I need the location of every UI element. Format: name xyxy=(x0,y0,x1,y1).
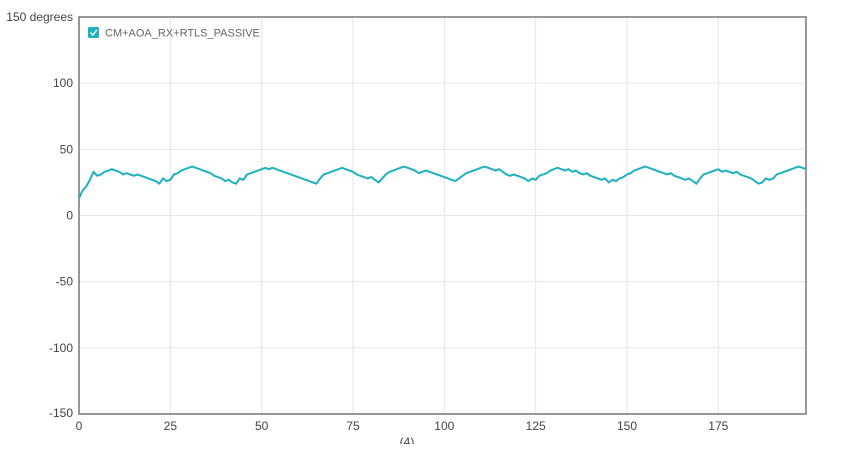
grid xyxy=(79,17,806,414)
y-tick-label: -50 xyxy=(56,275,74,289)
y-tick-label: 150 degrees xyxy=(6,10,73,24)
x-tick-label: 0 xyxy=(76,419,83,433)
legend-swatch-icon[interactable] xyxy=(88,27,99,38)
series-layer xyxy=(78,165,807,199)
x-tick-label: 125 xyxy=(526,419,546,433)
x-tick-label: 25 xyxy=(164,419,178,433)
checkmark-icon xyxy=(90,29,98,36)
x-tick-label: 150 xyxy=(617,419,637,433)
legend[interactable]: CM+AOA_RX+RTLS_PASSIVE xyxy=(88,27,260,40)
y-tick-label: -100 xyxy=(49,341,73,355)
x-axis-label: (4) xyxy=(400,435,415,444)
y-axis-tick-labels: -150 -100 -50 0 50 100 150 degrees xyxy=(6,10,73,420)
y-tick-label: 50 xyxy=(60,142,74,156)
plot-area-border xyxy=(78,16,807,415)
legend-series-label[interactable]: CM+AOA_RX+RTLS_PASSIVE xyxy=(105,28,260,40)
x-axis-tick-labels: 0 25 50 75 100 125 150 175 xyxy=(76,419,729,433)
x-tick-label: 100 xyxy=(434,419,454,433)
y-tick-label: 0 xyxy=(66,209,73,223)
series-line xyxy=(78,165,807,199)
x-tick-label: 75 xyxy=(346,419,360,433)
y-tick-label: 100 xyxy=(53,76,73,90)
x-tick-label: 50 xyxy=(255,419,269,433)
x-tick-label: 175 xyxy=(708,419,728,433)
y-tick-label: -150 xyxy=(49,406,73,420)
